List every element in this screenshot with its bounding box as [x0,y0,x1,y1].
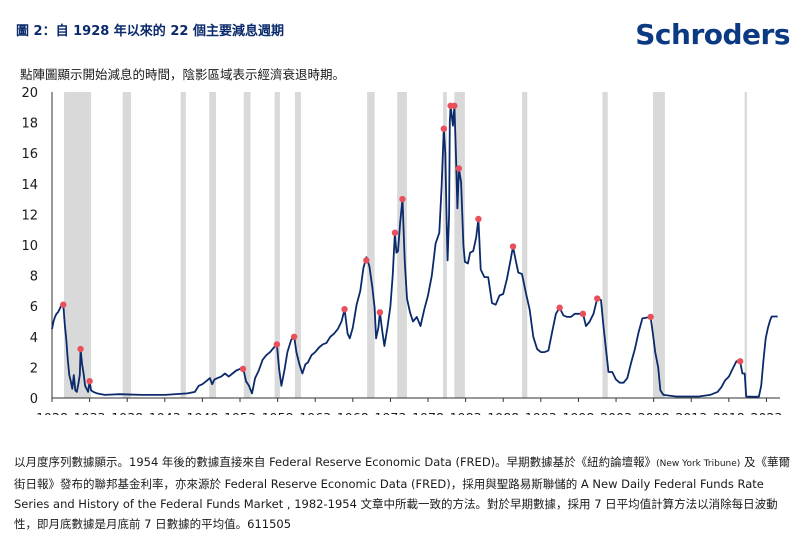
rate-cut-start-point [239,365,247,373]
rate-cut-start-point [455,165,463,172]
footnote: 以月度序列數據顯示。1954 年後的數據直接來自 Federal Reserve… [14,452,794,534]
schroders-logo: Schroders [635,18,790,51]
x-tick-label: 1968 [337,410,369,415]
x-tick-label: 1963 [299,410,331,415]
footnote-text-2: 及《華爾街日報》發布的聯邦基金利率，亦來源於 Federal Reserve E… [14,455,790,531]
recession-band [64,92,92,398]
y-tick-label: 2 [30,361,38,376]
x-tick-label: 1993 [525,410,557,415]
recession-band [652,92,665,398]
recession-band [602,92,608,398]
x-tick-label: 2003 [600,410,632,415]
rate-cut-start-point [399,195,406,203]
recession-band [454,92,465,398]
rate-cut-start-point [341,306,348,313]
x-tick-label: 1938 [111,410,143,415]
rate-cut-start-point [440,125,448,132]
rate-cut-start-point [736,358,744,365]
rate-cut-start-point [376,309,384,316]
rate-cut-start-point [647,313,654,321]
recession-band [274,92,280,398]
rate-cut-start-point [273,341,281,348]
recession-band [367,92,375,398]
x-tick-label: 1928 [36,410,68,415]
x-tick-label: 1988 [487,410,519,415]
x-tick-label: 1948 [187,410,219,415]
recession-band [522,92,528,398]
rate-cut-start-point [391,229,399,236]
x-tick-label: 1953 [224,410,256,415]
recession-band [122,92,131,398]
y-tick-label: 10 [21,239,38,254]
x-tick-label: 1933 [74,410,106,415]
x-tick-label: 1958 [262,410,294,415]
rate-cut-start-point [475,215,482,223]
rate-cut-start-point [77,345,84,353]
recession-band [744,92,747,398]
rate-cut-start-point [86,377,93,385]
rate-cut-start-point [451,102,458,109]
rate-cut-start-point [579,310,587,318]
recession-band [294,92,301,398]
x-tick-label: 1978 [412,410,444,415]
chart: 0 2 4 6 8 10 12 14 16 18 20 1928 1933 1938 1943 1948 195… [21,86,783,415]
y-tick-label: 18 [21,117,38,132]
x-tick-label: 1943 [149,410,181,415]
x-tick-label: 1998 [563,410,595,415]
fed-funds-rate-line [51,104,778,398]
x-tick-label: 2008 [638,410,670,415]
footnote-source-small: (New York Tribune) [656,459,741,469]
y-tick-label: 8 [30,270,38,285]
recession-band [209,92,216,398]
rate-cut-start-point [556,304,563,311]
x-tick-label: 1973 [375,410,407,415]
chart-title: 圖 2：自 1928 年以來的 22 個主要減息週期 [16,24,284,39]
y-tick-label: 6 [30,300,38,315]
y-tick-label: 20 [21,86,38,101]
y-tick-label: 12 [21,208,38,223]
x-tick-label: 2013 [675,410,707,415]
y-tick-label: 16 [21,147,38,162]
x-tick-label: 2018 [713,410,745,415]
rate-cut-start-point [594,295,601,302]
y-tick-label: 0 [30,392,38,407]
footnote-text-1: 以月度序列數據顯示。1954 年後的數據直接來自 Federal Reserve… [14,455,657,469]
recession-band [180,92,186,398]
y-tick-label: 4 [30,331,38,346]
recession-band [243,92,251,398]
x-tick-label: 2023 [751,410,783,415]
chart-subtitle: 點陣圖顯示開始減息的時間，陰影區域表示經濟衰退時期。 [20,67,346,82]
rate-cut-start-point [509,243,517,250]
rate-cut-start-point [60,301,67,308]
rate-cut-start-point [290,333,298,340]
y-tick-label: 14 [21,178,38,193]
rate-cut-start-point [363,257,370,264]
recession-band [443,92,447,398]
x-tick-label: 1983 [450,410,482,415]
recession-band [397,92,407,398]
